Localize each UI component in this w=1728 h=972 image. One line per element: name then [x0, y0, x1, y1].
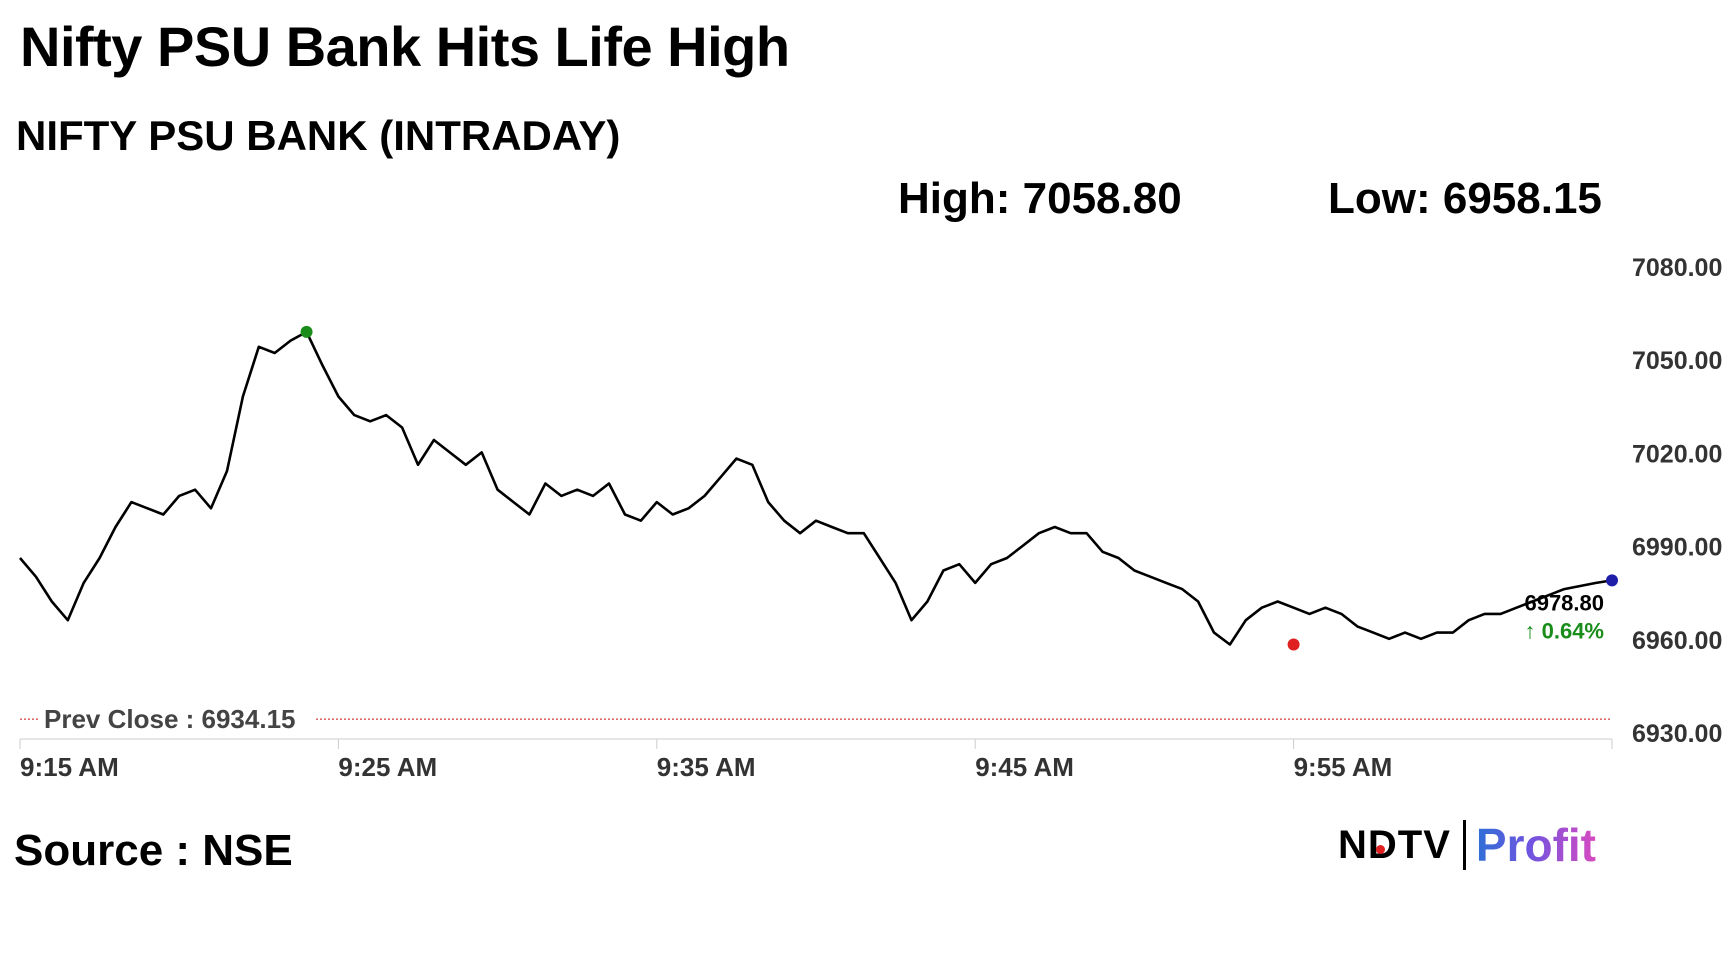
- ndtv-profit-logo: NDTV Profit: [1338, 818, 1596, 878]
- y-tick-label: 6960.00: [1632, 627, 1722, 655]
- high-point-marker: [300, 325, 313, 338]
- x-tick-label: 9:15 AM: [20, 752, 119, 782]
- last-point-marker: [1606, 574, 1618, 587]
- x-tick-label: 9:25 AM: [338, 752, 437, 782]
- x-tick-label: 9:45 AM: [975, 752, 1074, 782]
- x-tick-label: 9:35 AM: [657, 752, 756, 782]
- y-tick-label: 7020.00: [1632, 440, 1722, 468]
- y-tick-label: 7080.00: [1632, 254, 1722, 282]
- high-value-label: High: 7058.80: [898, 174, 1182, 223]
- last-value-label: 6978.80: [1524, 590, 1604, 615]
- prev-close-label: Prev Close : 6934.15: [44, 704, 296, 734]
- low-value-label: Low: 6958.15: [1328, 174, 1602, 223]
- source-label: Source : NSE: [14, 826, 293, 875]
- x-tick-label: 9:55 AM: [1294, 752, 1393, 782]
- ndtv-logo-text: NDTV: [1338, 822, 1451, 867]
- logo-divider: [1462, 820, 1466, 870]
- chart-subtitle: NIFTY PSU BANK (INTRADAY): [16, 112, 621, 159]
- y-tick-label: 6990.00: [1632, 534, 1722, 562]
- intraday-line-chart: 9:15 AM 9:25 AM 9:35 AM 9:45 AM 9:55 AM 7080.…: [19, 254, 1722, 782]
- low-point-marker: [1287, 638, 1300, 651]
- price-series-line: [19, 330, 1613, 646]
- change-percent-label: ↑ 0.64%: [1525, 618, 1605, 643]
- profit-logo-text: Profit: [1475, 819, 1596, 871]
- y-tick-label: 7050.00: [1632, 347, 1722, 375]
- y-tick-label: 6930.00: [1632, 720, 1722, 748]
- chart-headline: Nifty PSU Bank Hits Life High: [20, 15, 790, 78]
